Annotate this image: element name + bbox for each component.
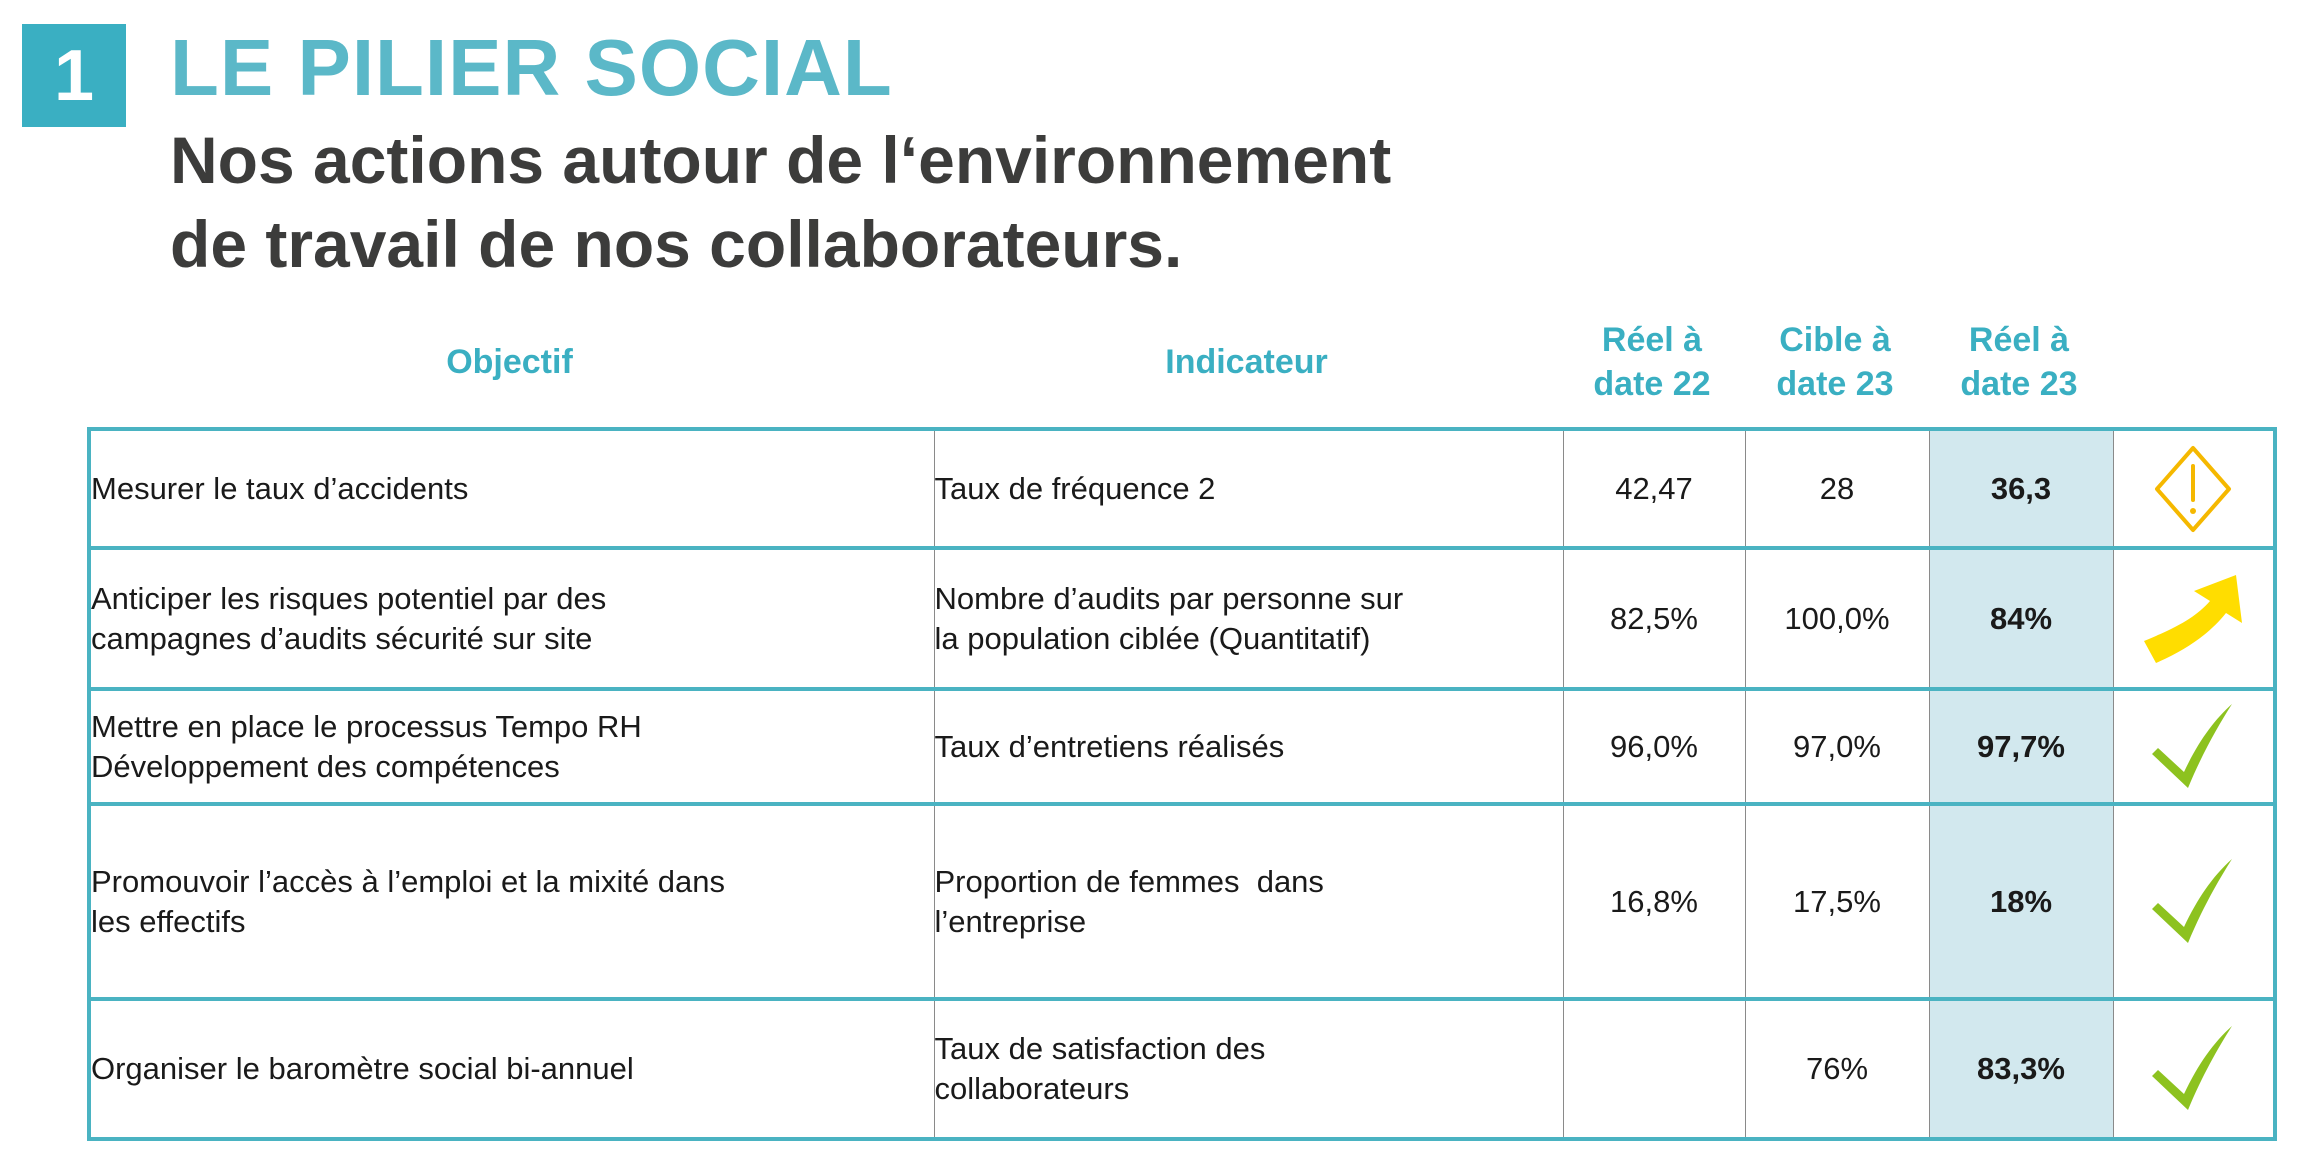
subtitle-line-2: de travail de nos collaborateurs.: [170, 207, 1183, 281]
column-header-label: Objectif: [446, 343, 573, 381]
cell-reel-23: 97,7%: [1928, 687, 2114, 806]
column-header-label-line1: Cible à: [1779, 321, 1891, 359]
trend-up-arrow-icon: [2144, 574, 2243, 663]
table-header: Objectif Indicateur Réel à date 22 Cible…: [87, 318, 2273, 418]
column-header-reel-22: Réel à date 22: [1561, 318, 1743, 406]
cell-reel-22: 96,0%: [1562, 687, 1746, 806]
cell-indicateur: Taux de satisfaction des collaborateurs: [933, 997, 1564, 1141]
indicateur-text: Nombre d’audits par personne sur la popu…: [934, 580, 1404, 656]
section-number-badge: 1: [22, 24, 126, 127]
cell-objectif: Mettre en place le processus Tempo RH Dé…: [88, 687, 935, 806]
cell-indicateur: Proportion de femmes dans l’entreprise: [933, 802, 1564, 1001]
cell-reel-23: 36,3: [1928, 427, 2114, 550]
cell-reel-23: 83,3%: [1928, 997, 2114, 1141]
cell-cible-23: 76%: [1744, 997, 1930, 1141]
indicateur-text: Taux d’entretiens réalisés: [934, 728, 1285, 764]
objectif-text: Anticiper les risques potentiel par des …: [91, 580, 607, 656]
cell-indicateur: Taux de fréquence 2: [933, 427, 1564, 550]
cell-indicateur: Nombre d’audits par personne sur la popu…: [933, 546, 1564, 691]
indicators-table: Mesurer le taux d’accidents Taux de fréq…: [87, 427, 2277, 1141]
column-header-label-line2: date 23: [1960, 365, 2078, 403]
objectif-text: Mettre en place le processus Tempo RH Dé…: [91, 708, 642, 784]
cell-cible-23: 28: [1744, 427, 1930, 550]
cell-reel-23: 84%: [1928, 546, 2114, 691]
objectif-text: Organiser le baromètre social bi-annuel: [91, 1051, 634, 1086]
cell-status: [2112, 546, 2276, 691]
column-header-objectif: Objectif: [87, 340, 932, 384]
objectif-text: Promouvoir l’accès à l’emploi et la mixi…: [91, 864, 726, 939]
cell-cible-23: 100,0%: [1744, 546, 1930, 691]
section-number: 1: [53, 35, 95, 116]
column-header-indicateur: Indicateur: [932, 340, 1561, 384]
cell-cible-23: 97,0%: [1744, 687, 1930, 806]
table-row: Anticiper les risques potentiel par des …: [88, 546, 2276, 691]
cell-reel-22: [1562, 997, 1746, 1141]
column-header-reel-23: Réel à date 23: [1927, 318, 2111, 406]
indicateur-text: Taux de satisfaction des collaborateurs: [934, 1031, 1266, 1106]
cell-objectif: Anticiper les risques potentiel par des …: [88, 546, 935, 691]
cell-objectif: Mesurer le taux d’accidents: [88, 427, 935, 550]
column-header-cible-23: Cible à date 23: [1743, 318, 1927, 406]
column-header-label-line1: Réel à: [1601, 321, 1703, 359]
subtitle-line-1: Nos actions autour de l‘environnement: [170, 123, 1392, 197]
page-subtitle: Nos actions autour de l‘environnement de…: [170, 118, 1391, 286]
cell-status: [2112, 427, 2276, 550]
checkmark-icon: [2152, 703, 2233, 788]
cell-objectif: Organiser le baromètre social bi-annuel: [88, 997, 935, 1141]
cell-reel-22: 82,5%: [1562, 546, 1746, 691]
cell-objectif: Promouvoir l’accès à l’emploi et la mixi…: [88, 802, 935, 1001]
checkmark-icon: [2152, 858, 2233, 943]
cell-reel-22: 42,47: [1562, 427, 1746, 550]
objectif-text: Mesurer le taux d’accidents: [91, 470, 469, 506]
table-row: Organiser le baromètre social bi-annuel …: [88, 997, 2276, 1141]
column-header-label-line2: date 23: [1776, 365, 1894, 403]
column-header-label: Indicateur: [1165, 343, 1328, 381]
column-header-label-line2: date 22: [1593, 365, 1711, 403]
cell-status: [2112, 687, 2276, 806]
indicateur-text: Taux de fréquence 2: [934, 470, 1216, 506]
table-row: Mesurer le taux d’accidents Taux de fréq…: [88, 427, 2276, 550]
cell-indicateur: Taux d’entretiens réalisés: [933, 687, 1564, 806]
cell-status: [2112, 997, 2276, 1141]
page-title: LE PILIER SOCIAL: [170, 23, 893, 112]
checkmark-icon: [2152, 1026, 2233, 1110]
cell-reel-22: 16,8%: [1562, 802, 1746, 1001]
cell-cible-23: 17,5%: [1744, 802, 1930, 1001]
column-header-label-line1: Réel à: [1968, 321, 2070, 359]
cell-reel-23: 18%: [1928, 802, 2114, 1001]
indicateur-text: Proportion de femmes dans l’entreprise: [934, 864, 1324, 939]
table-row: Promouvoir l’accès à l’emploi et la mixi…: [88, 802, 2276, 1001]
warning-icon: [2155, 445, 2232, 532]
cell-status: [2112, 802, 2276, 1001]
table-row: Mettre en place le processus Tempo RH Dé…: [88, 687, 2276, 806]
